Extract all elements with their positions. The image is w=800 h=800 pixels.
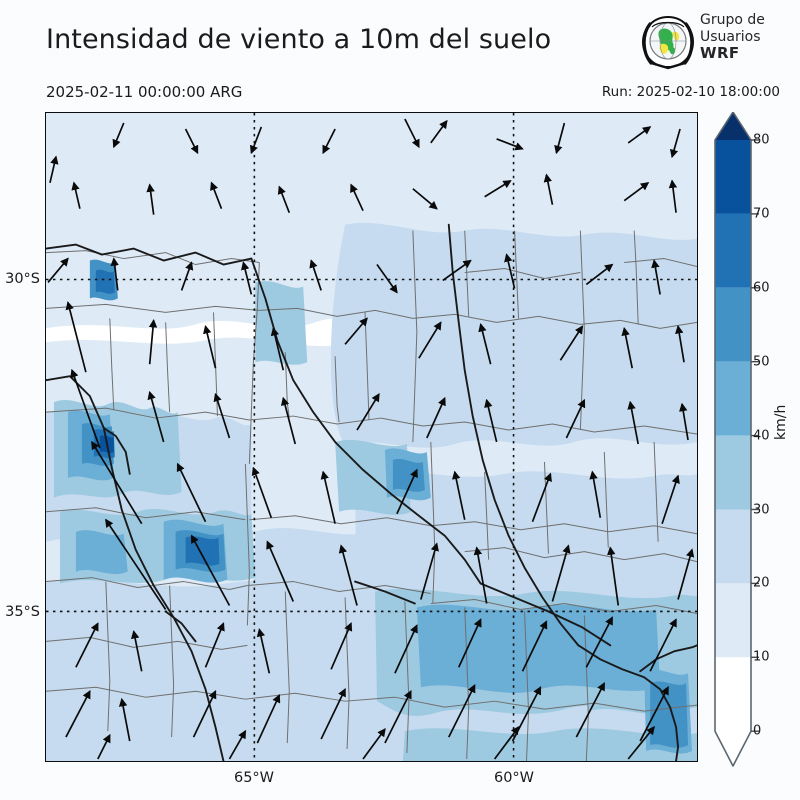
map-plot-area[interactable]: [45, 112, 698, 762]
logo-line-2: Usuarios: [700, 28, 761, 45]
colorbar-tick-0: 0: [753, 723, 762, 739]
logo-text-block: Grupo de Usuarios WRF: [700, 12, 765, 62]
wind-speed-field: [46, 113, 697, 761]
lat-tick-30S: 30°S: [5, 271, 40, 287]
lon-tick-65W: 65°W: [233, 770, 275, 786]
colorbar-tick-60: 60: [753, 280, 770, 296]
colorbar-tick-50: 50: [753, 354, 770, 370]
logo-line-1: Grupo de: [700, 12, 765, 28]
colorbar-tick-10: 10: [753, 649, 770, 665]
page-title: Intensidad de viento a 10m del suelo: [46, 24, 552, 55]
colorbar-tick-80: 80: [753, 132, 770, 148]
run-time-label: Run: 2025-02-10 18:00:00: [601, 84, 780, 100]
valid-time-label: 2025-02-11 00:00:00 ARG: [46, 83, 243, 101]
colorbar-tick-40: 40: [753, 428, 770, 444]
colorbar-axis-label: km/h: [773, 404, 789, 440]
colorbar-tick-30: 30: [753, 502, 770, 517]
wrf-globe-emblem-icon: [640, 14, 696, 70]
logo-line-wrf: WRF: [700, 44, 740, 62]
lat-tick-35S: 35°S: [5, 604, 40, 620]
colorbar[interactable]: 80 70 60 50 40 30 20 10 0 km/h: [711, 112, 800, 772]
colorbar-tick-70: 70: [753, 206, 770, 222]
lon-tick-60W: 60°W: [493, 770, 535, 786]
colorbar-tick-20: 20: [753, 575, 770, 591]
wrf-user-group-logo: Grupo de Usuarios WRF: [640, 12, 792, 74]
